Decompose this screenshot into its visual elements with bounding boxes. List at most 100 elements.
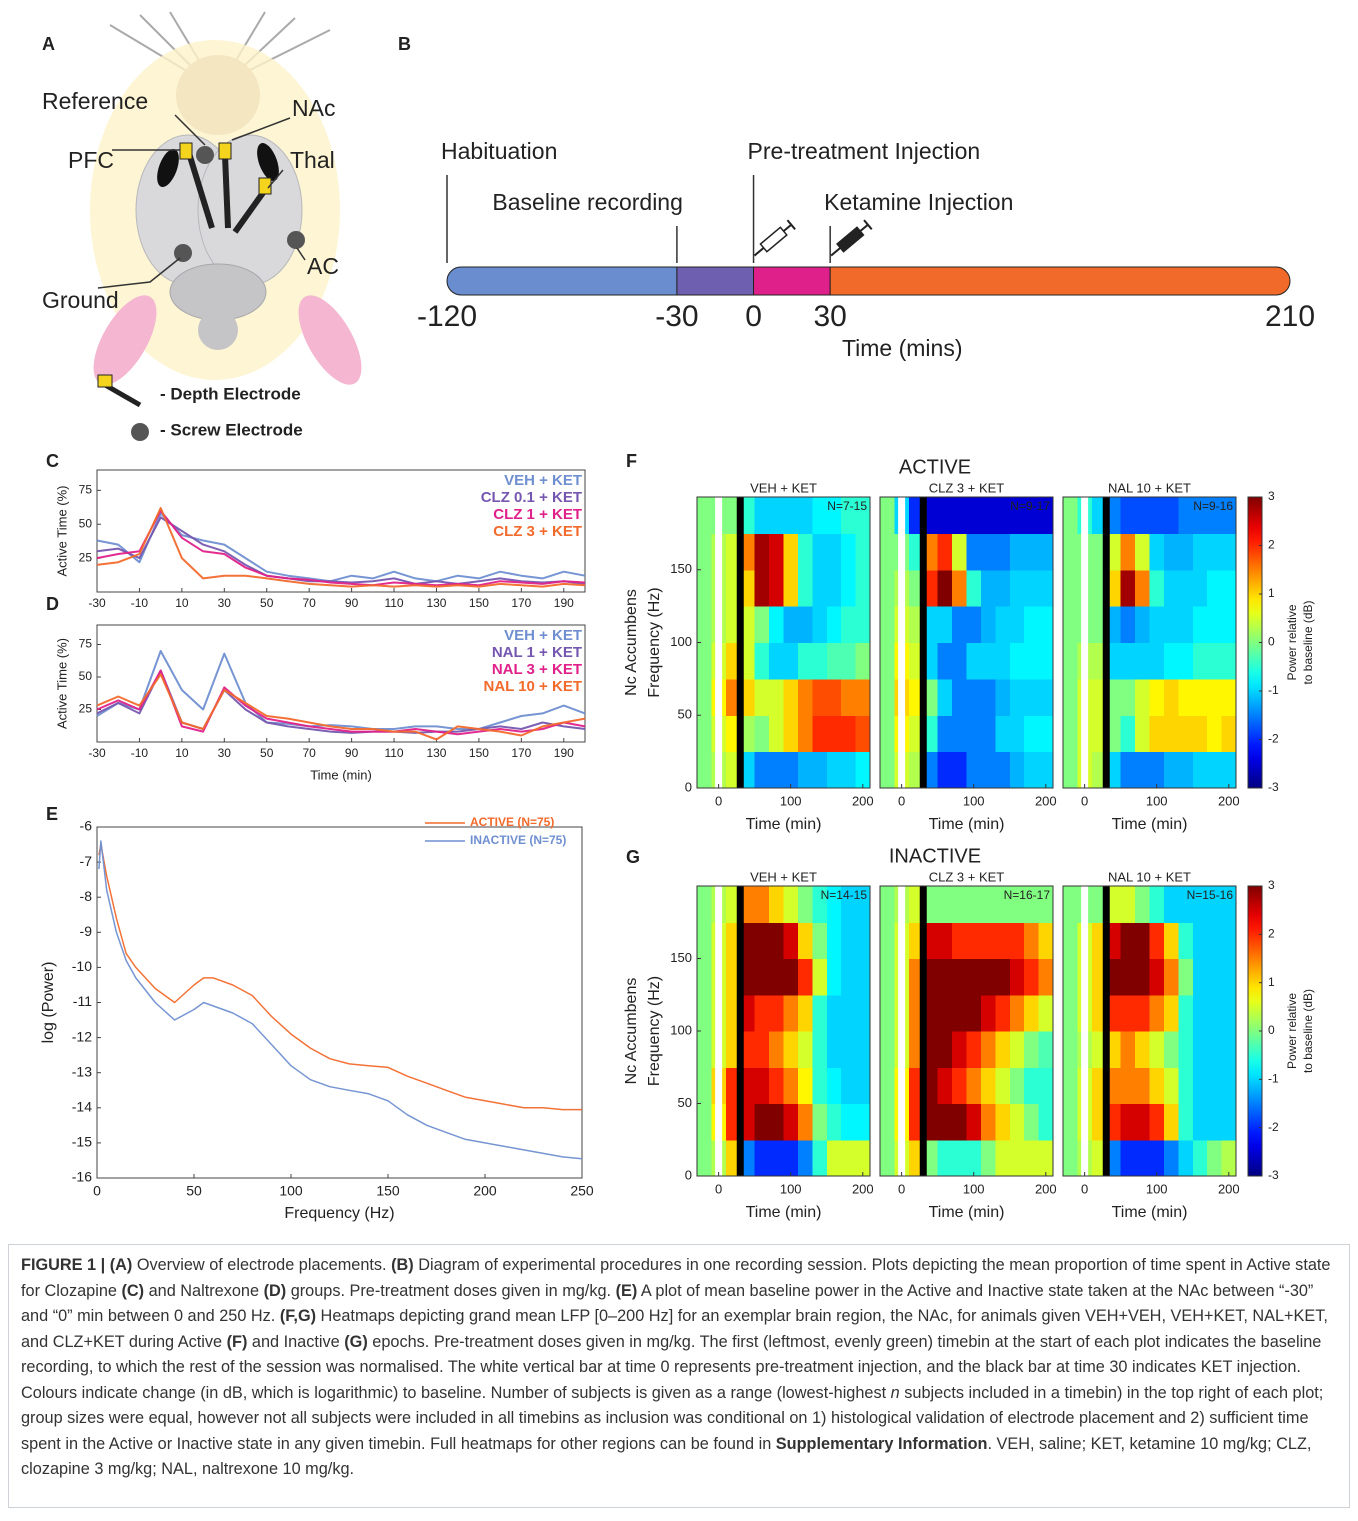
heatmap-cell — [1106, 642, 1122, 680]
heatmap-cell — [1009, 994, 1025, 1032]
heatmap-cell — [980, 642, 996, 680]
heatmap-cell — [812, 715, 828, 753]
heatmap-cell — [1063, 922, 1078, 959]
heatmap-cell — [1149, 497, 1165, 534]
heatmap-cell — [1038, 678, 1054, 716]
heatmap-cell — [740, 1067, 756, 1104]
x-tick-label: 70 — [302, 746, 316, 760]
heatmap-title: VEH + KET — [750, 480, 817, 495]
heatmap-cell — [1192, 994, 1208, 1032]
heatmap-cell — [1009, 1067, 1025, 1104]
caption-text: . VEH, saline; KET, ketamine 10 mg/kg; C… — [21, 1434, 1312, 1479]
injection-bar — [715, 886, 723, 1176]
caption-text: groups. Pre-treatment doses given in mg/… — [286, 1281, 616, 1300]
heatmap-cell — [880, 751, 895, 789]
heatmap-cell — [769, 678, 784, 716]
heatmap-cell — [1163, 994, 1179, 1032]
heatmap-cell — [1135, 497, 1150, 534]
x-tick-label: 30 — [218, 746, 232, 760]
heatmap-cell — [826, 886, 842, 923]
x-tick-label: 200 — [852, 1181, 874, 1196]
heatmap-cell — [812, 958, 828, 996]
heatmap-cell — [855, 642, 871, 680]
heatmap-group-title: ACTIVE — [899, 456, 971, 478]
heatmap-cell — [880, 1067, 895, 1104]
heatmap-cell — [855, 569, 871, 607]
heatmap-cell — [980, 533, 996, 571]
heatmap-cell — [995, 678, 1011, 716]
heatmap-cell — [952, 497, 967, 534]
heatmap-cell — [740, 606, 756, 643]
heatmap-cell — [966, 1031, 982, 1068]
caption-text: FIGURE 1 | (A) — [21, 1256, 133, 1274]
colorbar-label: Power relative — [1285, 993, 1299, 1069]
heatmap-cell — [1106, 922, 1122, 959]
x-tick-label: 100 — [780, 793, 802, 808]
heatmap-cell — [812, 533, 828, 571]
diagram-label: PFC — [68, 147, 114, 173]
heatmap-cell — [1178, 642, 1194, 680]
heatmap-cell — [1149, 1067, 1165, 1104]
diagram-label: Thal — [290, 147, 335, 173]
heatmap-cell — [841, 606, 857, 643]
heatmap-cell — [754, 1067, 770, 1104]
timeline-segment — [829, 267, 1290, 295]
heatmap-cell — [1038, 994, 1054, 1032]
caption-text: n — [890, 1383, 900, 1402]
panel-label: D — [46, 594, 59, 614]
heatmap-group-title: INACTIVE — [889, 845, 981, 867]
heatmap-cell — [1106, 678, 1122, 716]
heatmap-cell — [812, 922, 828, 959]
heatmap-cell — [754, 642, 770, 680]
heatmap-cell — [880, 886, 895, 923]
x-tick-label: 0 — [93, 1183, 101, 1199]
heatmap-cell — [697, 533, 712, 571]
heatmap-cell — [841, 886, 857, 923]
x-tick-label: 110 — [384, 746, 403, 760]
heatmap-cell — [966, 922, 982, 959]
heatmap-cell — [1178, 1139, 1194, 1177]
heatmap-cell — [841, 958, 857, 996]
heatmap-cell — [1221, 958, 1237, 996]
heatmap-cell — [1063, 569, 1078, 607]
heatmap-cell — [1178, 1103, 1194, 1141]
heatmap-cell — [1038, 606, 1054, 643]
heatmap-cell — [740, 751, 756, 789]
heatmap-cell — [797, 958, 813, 996]
heatmap-cell — [797, 715, 813, 753]
heatmap-cell — [783, 497, 799, 534]
diagram-legend: - Depth Electrode — [160, 384, 301, 403]
heatmap-cell — [966, 642, 982, 680]
heatmap-cell — [923, 533, 939, 571]
x-axis-label: Time (min) — [1112, 1204, 1188, 1221]
heatmap-cell — [754, 497, 770, 534]
injection-bar — [715, 497, 723, 788]
heatmap-cell — [812, 1067, 828, 1104]
y-tick-label: -15 — [72, 1134, 92, 1150]
injection-bar — [1081, 886, 1089, 1176]
heatmap-cell — [1120, 751, 1136, 789]
heatmap-cell — [841, 751, 857, 789]
x-tick-label: 150 — [376, 1183, 400, 1199]
heatmap-title: CLZ 3 + KET — [929, 869, 1005, 884]
heatmap-cell — [841, 1067, 857, 1104]
heatmap-cell — [1063, 497, 1078, 534]
y-tick-label: -13 — [72, 1063, 92, 1079]
heatmap-cell — [1149, 1031, 1165, 1068]
heatmap-cell — [1120, 606, 1136, 643]
heatmap-cell — [855, 1139, 871, 1177]
colorbar-tick-label: 1 — [1268, 975, 1275, 989]
x-tick-label: 100 — [279, 1183, 303, 1199]
series-line — [96, 650, 586, 730]
heatmap-cell — [1178, 606, 1194, 643]
heatmap-cell — [769, 958, 784, 996]
heatmap-cell — [1063, 606, 1078, 643]
heatmap-cell — [952, 678, 967, 716]
n-label: N=7-15 — [827, 499, 867, 513]
heatmap-cell — [1024, 606, 1040, 643]
heatmap-cell — [826, 569, 842, 607]
heatmap-cell — [754, 751, 770, 789]
heatmap-cell — [1207, 1103, 1223, 1141]
heatmap-cell — [952, 533, 967, 571]
heatmap-cell — [1038, 715, 1054, 753]
